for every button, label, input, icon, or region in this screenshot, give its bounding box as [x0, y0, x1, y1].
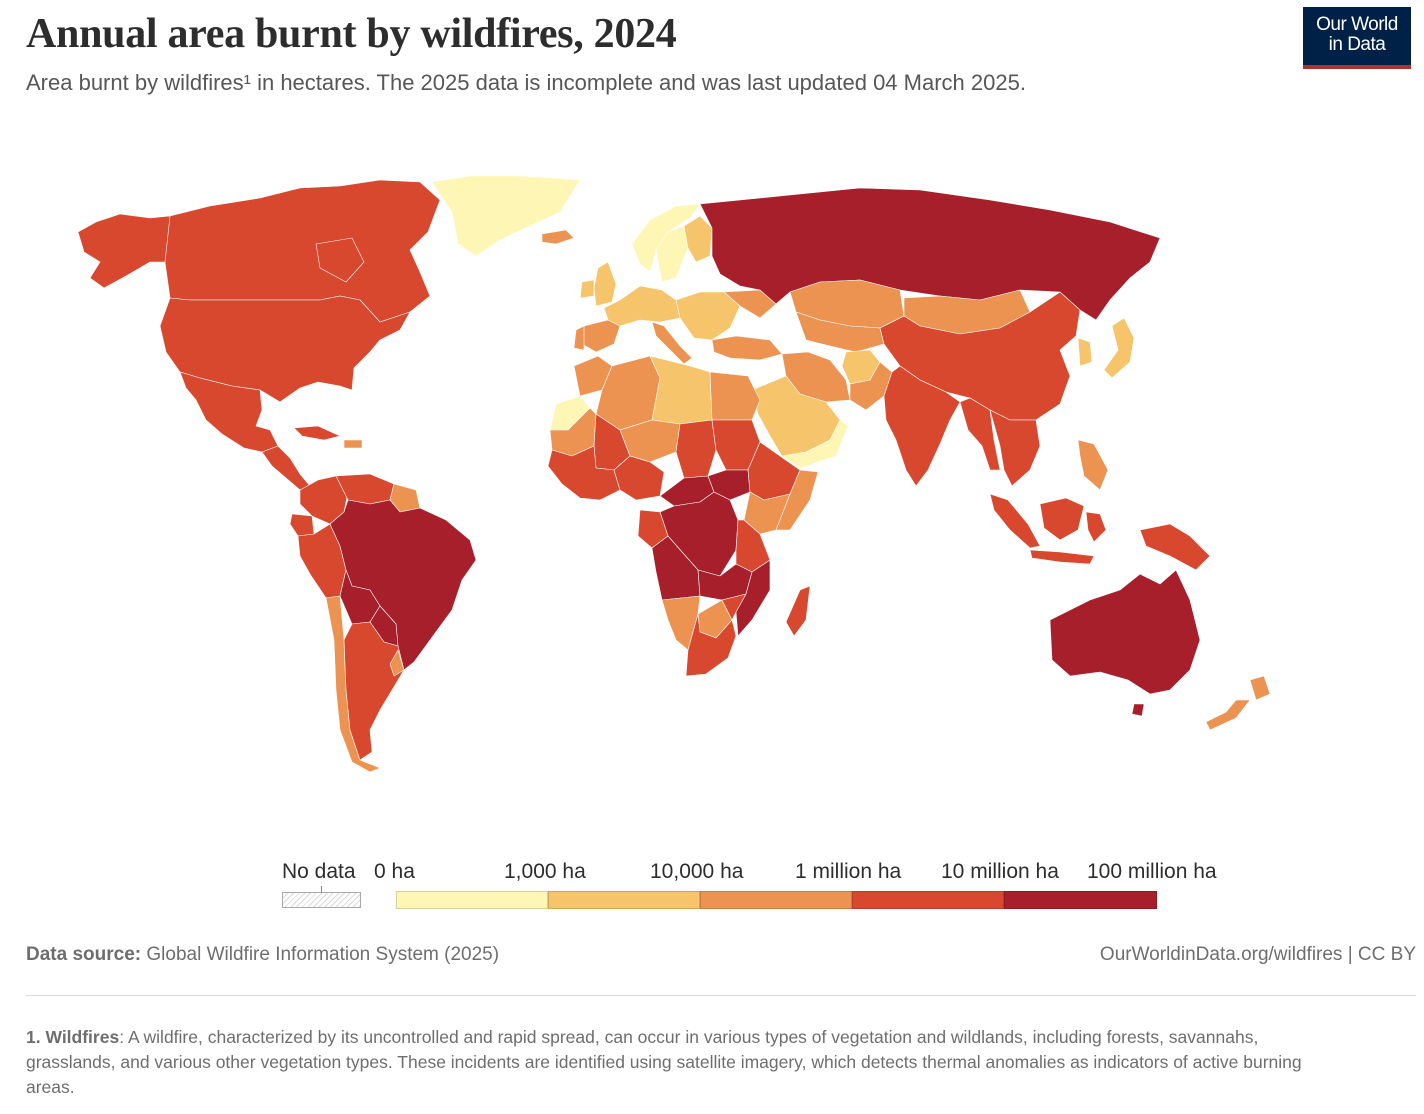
- region-myanmar[interactable]: [959, 397, 1001, 471]
- legend-label-3: 1 million ha: [795, 860, 902, 883]
- logo-line-1: Our World: [1316, 14, 1398, 35]
- region-cuba[interactable]: [293, 425, 341, 441]
- logo-accent-bar: [1303, 65, 1411, 69]
- legend-swatch-2: [700, 891, 852, 909]
- source-url[interactable]: OurWorldinData.org/wildfires | CC BY: [1099, 944, 1416, 965]
- region-borneo[interactable]: [1039, 497, 1085, 541]
- region-italy[interactable]: [651, 321, 693, 365]
- footnote-text: : A wildfire, characterized by its uncon…: [26, 1027, 1302, 1097]
- region-norway[interactable]: [631, 203, 701, 273]
- legend-label-0: 0 ha: [374, 860, 415, 883]
- legend-swatch-4: [1004, 891, 1157, 909]
- legend-tick-no-data: [321, 886, 322, 893]
- footnote-label: 1. Wildfires: [26, 1027, 120, 1047]
- region-united-kingdom[interactable]: [593, 261, 617, 307]
- region-java[interactable]: [1029, 549, 1095, 565]
- region-new-zealand[interactable]: [1205, 675, 1271, 731]
- region-uruguay[interactable]: [389, 649, 405, 677]
- region-india[interactable]: [883, 365, 961, 487]
- region-nigeria[interactable]: [613, 455, 665, 501]
- region-australia[interactable]: [1049, 569, 1201, 695]
- chart-subtitle: Area burnt by wildfires¹ in hectares. Th…: [26, 70, 1026, 95]
- region-iceland[interactable]: [541, 229, 575, 245]
- region-hispaniola[interactable]: [343, 439, 363, 449]
- region-argentina[interactable]: [343, 621, 405, 761]
- legend-no-data-label: No data: [282, 860, 356, 883]
- region-zimbabwe[interactable]: [721, 593, 747, 621]
- region-turkey[interactable]: [711, 335, 783, 361]
- footer-divider: [26, 995, 1416, 996]
- region-western-europe[interactable]: [603, 285, 681, 327]
- data-source-label: Data source:: [26, 944, 142, 965]
- region-oman-and-yemen[interactable]: [781, 419, 849, 469]
- region-portugal[interactable]: [573, 325, 585, 351]
- region-new-guinea[interactable]: [1139, 523, 1211, 571]
- region-ukraine[interactable]: [723, 289, 777, 319]
- data-source: Data source: Global Wildfire Information…: [26, 944, 499, 966]
- region-finland[interactable]: [683, 215, 713, 263]
- region-spain[interactable]: [581, 319, 621, 353]
- region-ireland[interactable]: [579, 279, 595, 299]
- chart-title: Annual area burnt by wildfires, 2024: [26, 11, 677, 57]
- data-source-text[interactable]: Global Wildfire Information System (2025…: [146, 944, 500, 965]
- legend-label-4: 10 million ha: [941, 860, 1059, 883]
- region-libya[interactable]: [649, 355, 713, 425]
- region-madagascar[interactable]: [785, 585, 811, 637]
- legend: No data 0 ha 1,000 ha 10,000 ha 1 millio…: [0, 850, 1424, 920]
- region-chad[interactable]: [675, 419, 717, 479]
- legend-swatch-3: [852, 891, 1004, 909]
- legend-label-2: 10,000 ha: [650, 860, 744, 883]
- region-central-america[interactable]: [261, 445, 311, 491]
- region-sulawesi[interactable]: [1085, 511, 1107, 543]
- region-egypt[interactable]: [709, 371, 761, 421]
- footnote: 1. Wildfires: A wildfire, characterized …: [26, 1025, 1346, 1100]
- legend-swatch-0: [396, 891, 548, 909]
- region-eastern-europe[interactable]: [675, 291, 741, 341]
- region-philippines[interactable]: [1077, 439, 1109, 491]
- legend-swatch-1: [548, 891, 700, 909]
- world-map: [77, 175, 1271, 773]
- logo-line-2: in Data: [1328, 34, 1386, 55]
- region-tasmania[interactable]: [1131, 703, 1145, 717]
- legend-label-1: 1,000 ha: [504, 860, 586, 883]
- region-korea[interactable]: [1077, 337, 1093, 367]
- region-greenland[interactable]: [431, 175, 581, 257]
- region-ecuador[interactable]: [289, 513, 315, 537]
- region-japan[interactable]: [1103, 317, 1135, 379]
- region-china[interactable]: [879, 291, 1081, 421]
- legend-label-5: 100 million ha: [1087, 860, 1217, 883]
- region-sumatra[interactable]: [989, 493, 1041, 549]
- region-alaska[interactable]: [77, 213, 173, 289]
- region-south-africa[interactable]: [685, 613, 737, 677]
- region-indochina[interactable]: [989, 409, 1041, 487]
- owid-logo[interactable]: Our World in Data: [1303, 7, 1411, 69]
- legend-no-data-swatch: [282, 892, 361, 908]
